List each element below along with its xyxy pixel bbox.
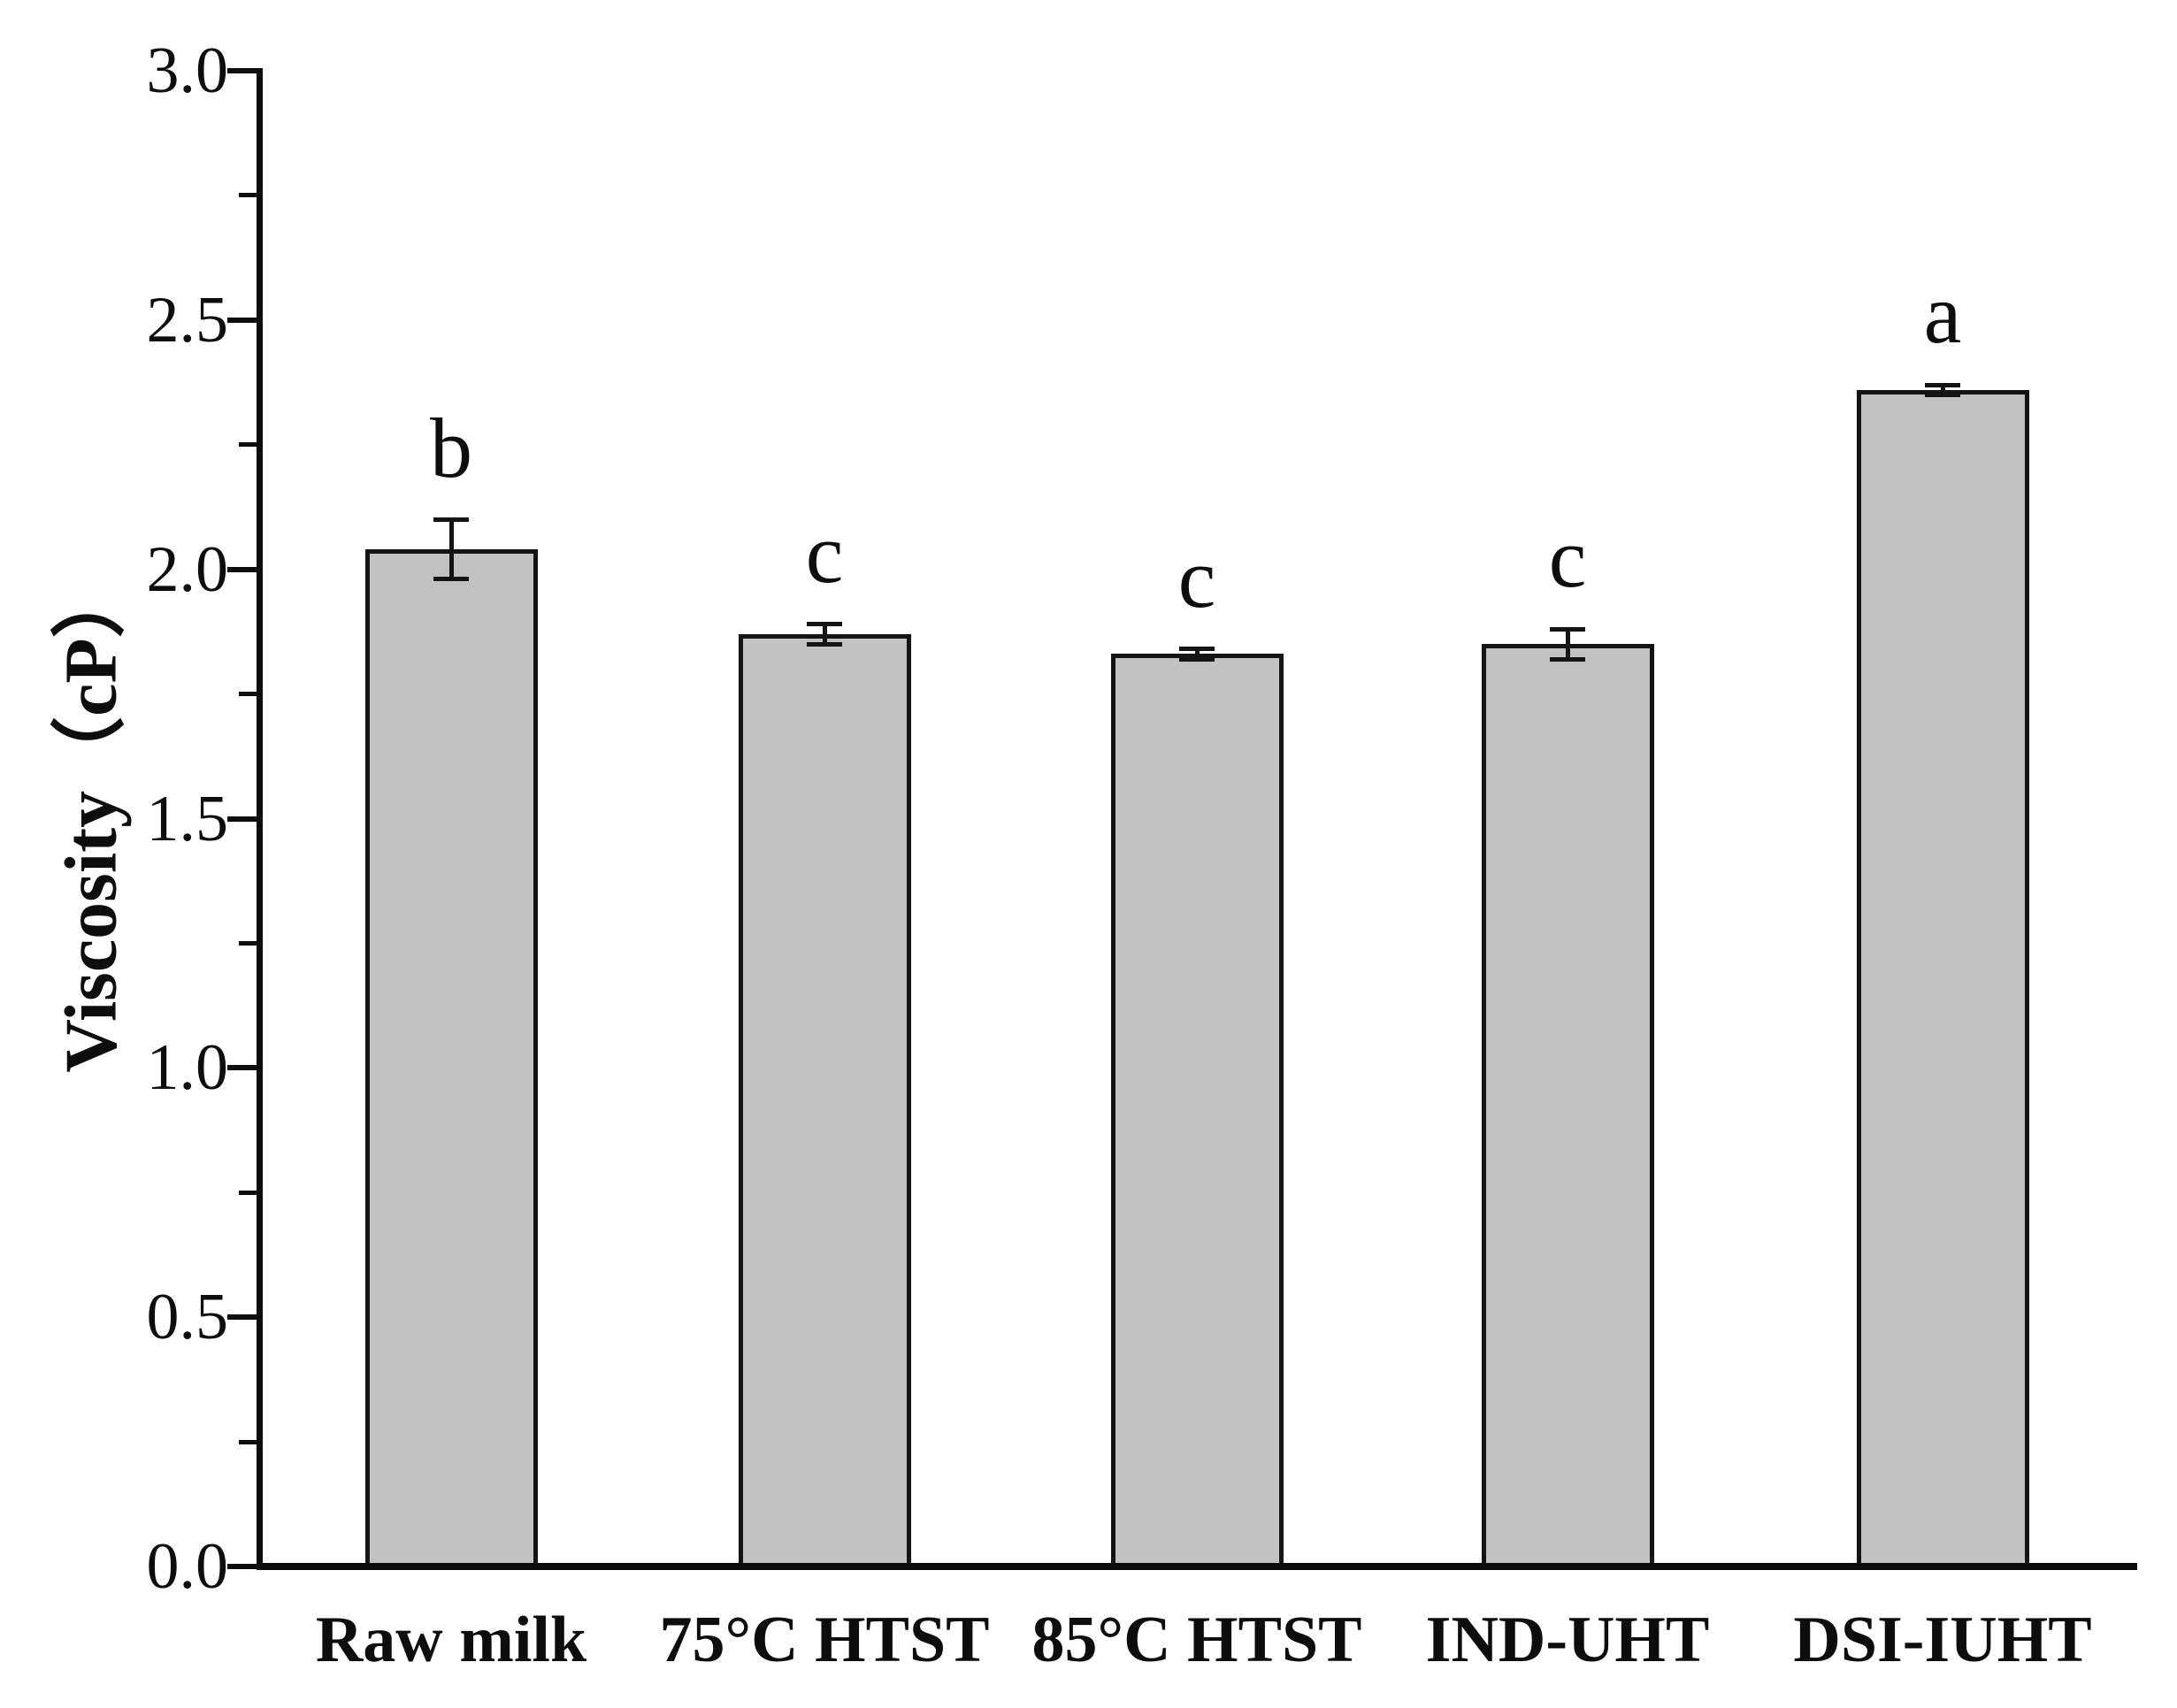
error-bar-cap-bottom: [1179, 656, 1215, 662]
y-minor-tick: [239, 442, 257, 448]
error-bar-cap-top: [1550, 626, 1585, 632]
y-major-tick: [227, 816, 257, 822]
error-bar-cap-bottom: [433, 577, 469, 582]
y-tick-label: 2.5: [146, 283, 229, 356]
x-tick-label: IND-UHT: [1425, 1604, 1710, 1676]
x-tick-label: 75°C HTST: [659, 1604, 990, 1676]
y-major-tick: [227, 68, 257, 73]
y-tick-label: 3.0: [146, 34, 229, 107]
error-bar-cap-bottom: [1550, 656, 1585, 662]
y-minor-tick: [239, 1190, 257, 1195]
error-bar-cap-top: [433, 517, 469, 522]
bar: [364, 549, 538, 1569]
error-bar-cap-top: [807, 622, 842, 627]
error-bar-cap-top: [1179, 647, 1215, 652]
y-minor-tick: [239, 940, 257, 946]
bar: [1856, 389, 2029, 1569]
significance-letter: c: [1548, 510, 1587, 606]
y-major-tick: [227, 1564, 257, 1569]
x-tick-label: Raw milk: [315, 1604, 587, 1676]
y-tick-label: 1.0: [146, 1031, 229, 1105]
significance-letter: a: [1923, 266, 1962, 362]
error-bar: [1194, 648, 1200, 660]
significance-letter: c: [1177, 530, 1216, 625]
significance-letter: c: [805, 505, 844, 601]
x-tick-label: 85°C HTST: [1031, 1604, 1362, 1676]
y-tick-label: 0.0: [146, 1530, 229, 1603]
significance-letter: b: [430, 401, 472, 496]
y-tick-label: 1.5: [146, 782, 229, 855]
error-bar-cap-bottom: [1925, 392, 1960, 397]
x-tick-label: DSI-IUHT: [1793, 1604, 2092, 1676]
error-bar: [448, 519, 454, 579]
bar: [1110, 654, 1284, 1569]
bar: [1481, 644, 1654, 1569]
y-major-tick: [227, 1065, 257, 1071]
y-minor-tick: [239, 193, 257, 198]
error-bar-cap-bottom: [807, 641, 842, 647]
y-tick-label: 0.5: [146, 1281, 229, 1354]
bar: [738, 633, 911, 1569]
error-bar-cap-top: [1925, 382, 1960, 387]
error-bar: [1565, 629, 1570, 660]
error-bar: [1940, 385, 1945, 395]
y-major-tick: [227, 1314, 257, 1321]
x-axis-line: [257, 1563, 2137, 1570]
y-major-tick: [227, 566, 257, 572]
y-tick-label: 2.0: [146, 532, 229, 606]
error-bar: [822, 624, 827, 645]
y-minor-tick: [239, 692, 257, 697]
y-minor-tick: [239, 1439, 257, 1444]
y-major-tick: [227, 317, 257, 323]
y-axis-spine: [257, 68, 263, 1570]
